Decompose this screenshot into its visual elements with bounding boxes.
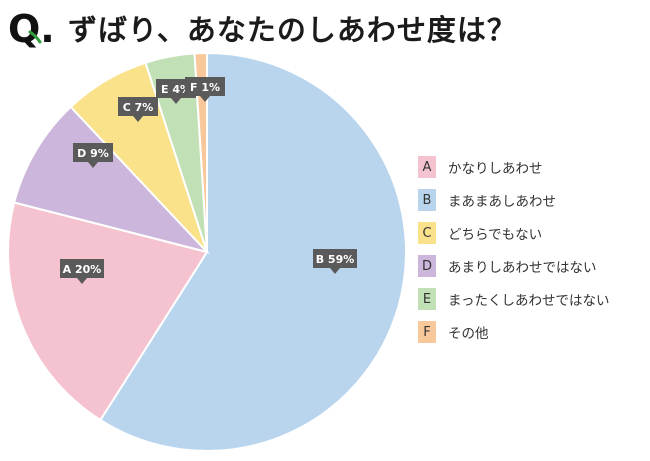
pie-slice-d [13,105,211,254]
legend-label: どちらでもない [448,227,543,243]
legend-swatch: E [418,288,436,310]
legend-item-d: D あまりしあわせではない [418,254,609,278]
legend-label: まあまあしあわせ [448,194,556,210]
legend-item-e: E まったくしあわせではない [418,287,609,311]
pie-tags: B 59% A 20% D 9% C 7% E 4%F 1% [60,77,357,284]
slice-tag-label: A 20% [63,263,102,276]
leaf-icon [28,30,42,44]
slice-tag-c: C 7% [118,97,158,122]
legend-label: その他 [448,326,489,342]
pie-slices [7,51,407,452]
page-title: ずばり、あなたのしあわせ度は？ [68,13,517,47]
legend-label: まったくしあわせではない [448,293,610,309]
legend-label: かなりしあわせ [448,161,543,177]
q-mark-logo: Q. [8,8,55,48]
pie-slice-b [98,51,407,452]
pie-slice-a [7,201,209,422]
q-mark-text: Q. [8,8,55,48]
legend-swatch: B [418,189,436,211]
legend-swatch: C [418,222,436,244]
slice-tag-label: B 59% [316,253,355,266]
slice-tag-f: F 1% [185,77,225,102]
legend-item-f: F その他 [418,320,609,344]
legend-item-b: B まあまあしあわせ [418,188,609,212]
slice-tag-label: C 7% [123,101,154,114]
legend-swatch: D [418,255,436,277]
slice-tag-label: D 9% [77,147,109,160]
slice-tag-d: D 9% [73,143,113,168]
slice-tag-b: B 59% [313,249,357,274]
legend-item-c: C どちらでもない [418,221,609,245]
title-row: Q. ずばり、あなたのしあわせ度は？ [8,6,517,50]
legend-swatch: A [418,156,436,178]
slice-tag-label: F 1% [190,81,220,94]
legend-label: あまりしあわせではない [448,260,597,276]
chart-legend: A かなりしあわせ B まあまあしあわせ C どちらでもない D あまりしあわせではない E まっ… [418,155,609,353]
slice-tag-a: A 20% [60,259,104,284]
pie-slice-f [193,51,208,253]
legend-swatch: F [418,321,436,343]
slice-tag-label: E 4% [161,83,191,96]
legend-item-a: A かなりしあわせ [418,155,609,179]
